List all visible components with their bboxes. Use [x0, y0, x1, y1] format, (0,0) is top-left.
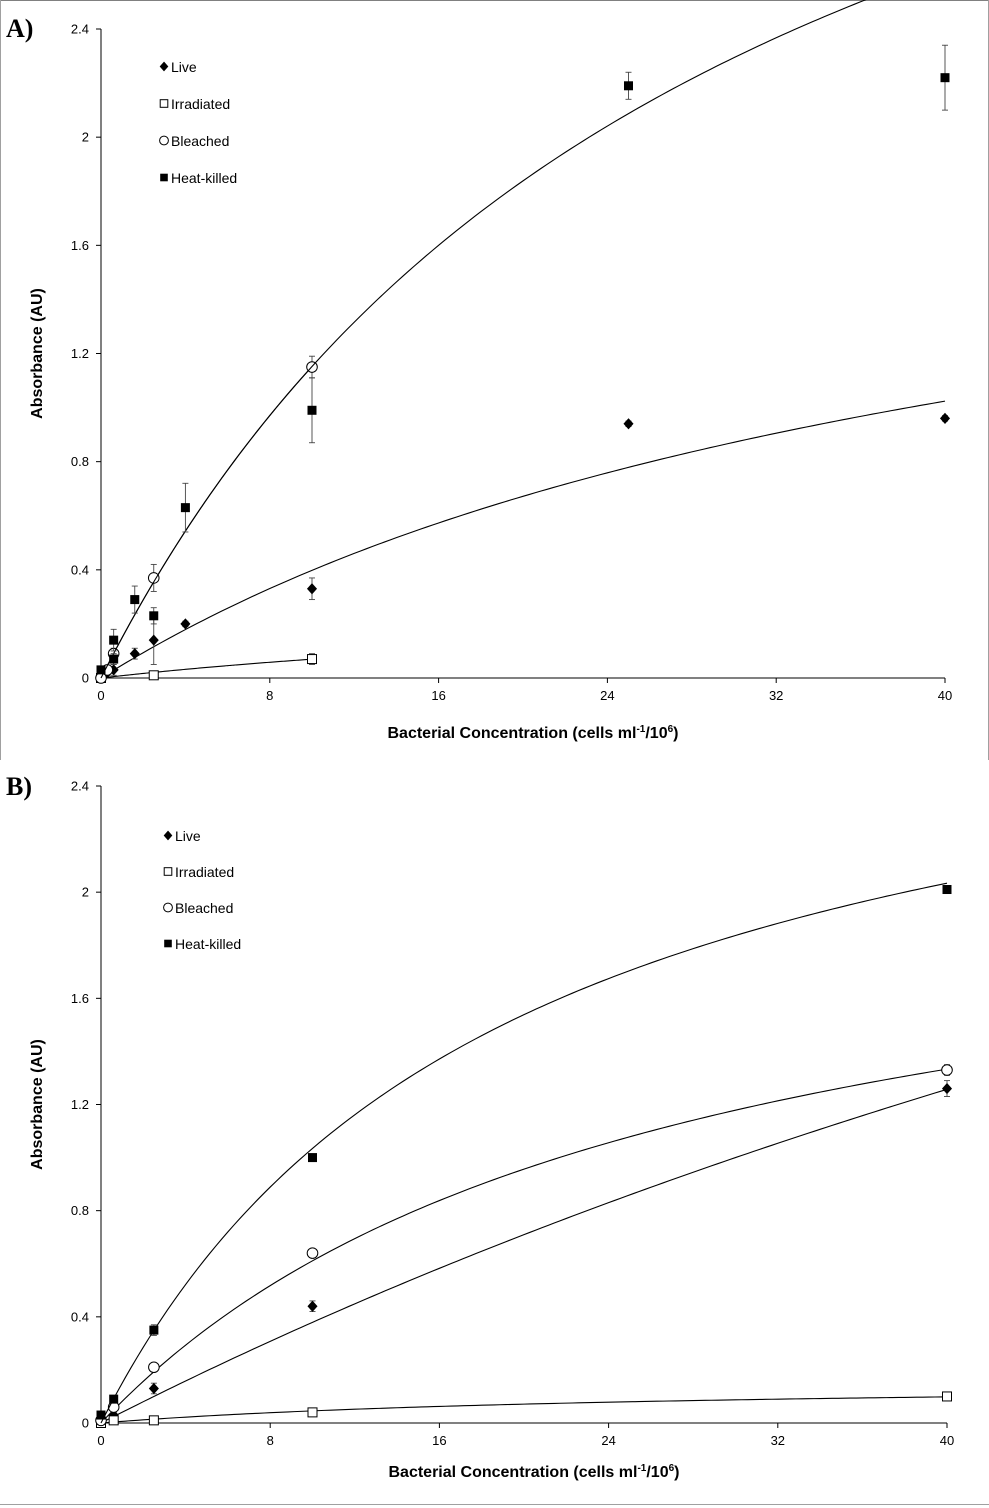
- panel-a-point-irradiated: [307, 654, 317, 665]
- panel-a-x-tick-label: 0: [97, 688, 104, 703]
- panel-a-point-heat-killed: [624, 81, 633, 91]
- panel-a-point-irradiated: [148, 670, 159, 681]
- panel-b-legend-label-irradiated: Irradiated: [175, 864, 234, 880]
- panel-a-fit-line-live: [100, 400, 946, 679]
- panel-b-y-tick-label: 2.4: [71, 779, 89, 794]
- panel-b-fit-line-live: [100, 1088, 948, 1424]
- panel-b-legend-marker-live: [163, 830, 173, 841]
- panel-a-y-tick-label: 2.4: [71, 22, 89, 37]
- panel-b-y-tick-label: 2: [82, 885, 89, 900]
- panel-a-chart: A) 0 0.4 0.8 1.2 1.6 2 2.4 0 8 16 24 32 40 Bacterial …: [6, 0, 952, 742]
- panel-b-point-heat-killed: [308, 1153, 317, 1163]
- panel-b-point-live: [941, 1082, 953, 1095]
- panel-a-point-heat-killed: [940, 73, 950, 83]
- panel-b-y-tick-label: 0.8: [71, 1203, 89, 1218]
- panel-b-legend-label-live: Live: [175, 828, 201, 844]
- panel-b-point-irradiated: [942, 1391, 952, 1402]
- panel-b-point-bleached: [941, 1064, 953, 1076]
- panel-a-legend-marker-live: [159, 61, 169, 72]
- panel-b-x-axis-title: Bacterial Concentration (cells ml-1/106): [388, 1463, 679, 1481]
- panel-a-y-tick-label: 0.8: [71, 454, 89, 469]
- panel-a-legend-label-live: Live: [171, 59, 197, 75]
- panel-b-fit-line-heat-killed: [100, 882, 948, 1424]
- panel-b-fit-line-bleached: [100, 1068, 948, 1424]
- panel-b-y-tick-label: 0.4: [71, 1309, 89, 1324]
- panel-a-legend-marker-bleached: [159, 135, 169, 146]
- panel-b-legend-label-heat-killed: Heat-killed: [175, 936, 241, 952]
- panel-b-legend-marker-bleached: [163, 902, 173, 913]
- panel-b-letter: B): [6, 772, 32, 801]
- panel-b-x-tick-label: 8: [267, 1433, 274, 1448]
- panel-b-point-bleached: [148, 1361, 160, 1374]
- figure-border-bottom: [0, 1504, 989, 1505]
- panel-a-y-tick-label: 0: [82, 671, 89, 686]
- panel-a-point-heat-killed: [130, 595, 140, 605]
- panel-a-point-heat-killed: [109, 654, 119, 664]
- panel-a-legend-label-heat-killed: Heat-killed: [171, 170, 237, 186]
- panel-a-point-live: [623, 418, 634, 430]
- panel-b-point-irradiated: [108, 1415, 119, 1426]
- panel-a-fit-line-bleached: [100, 366, 313, 679]
- panel-b-x-tick-label: 16: [432, 1433, 446, 1448]
- panel-a-y-tick-label: 2: [82, 130, 89, 145]
- panel-a-x-tick-label: 16: [431, 688, 445, 703]
- panel-b-x-tick-label: 32: [771, 1433, 785, 1448]
- figure-border-left: [0, 0, 1, 760]
- panel-b-point-heat-killed: [942, 885, 952, 895]
- panel-b-fit-line-irradiated: [100, 1396, 948, 1424]
- panel-a-point-live: [129, 648, 140, 660]
- panel-a-point-heat-killed: [109, 635, 119, 645]
- panel-a-point-live: [148, 634, 159, 646]
- panel-b-point-bleached: [306, 1247, 319, 1259]
- panel-a-point-heat-killed: [149, 611, 159, 621]
- panel-a-fit-line-irradiated: [100, 658, 313, 679]
- panel-a-legend-marker-irradiated: [159, 99, 169, 108]
- panel-b-y-tick-label: 1.2: [71, 1097, 89, 1112]
- panel-a-x-tick-label: 32: [769, 688, 783, 703]
- panel-a-point-heat-killed: [307, 405, 317, 415]
- panel-a-point-live: [306, 583, 318, 595]
- panel-a-x-tick-label: 24: [600, 688, 614, 703]
- panel-b-x-tick-label: 40: [940, 1433, 954, 1448]
- panel-b-y-tick-label: 0: [82, 1416, 89, 1431]
- figure-border-top: [0, 0, 989, 1]
- panel-a-y-tick-label: 1.2: [71, 346, 89, 361]
- panel-b-x-tick-label: 24: [601, 1433, 615, 1448]
- panel-a-legend-label-irradiated: Irradiated: [171, 96, 230, 112]
- panel-b-legend-marker-irradiated: [163, 867, 173, 876]
- panel-a-point-live: [939, 412, 951, 424]
- panel-a-point-live: [180, 618, 191, 630]
- panel-b-legend-marker-heat-killed: [164, 939, 172, 948]
- panel-b-point-heat-killed: [109, 1394, 119, 1404]
- panel-b-x-tick-label: 0: [97, 1433, 104, 1448]
- panel-b-point-heat-killed: [96, 1410, 106, 1420]
- panel-b-chart: B) 0 0.4 0.8 1.2 1.6 2 2.4 0 8 16 24 32 40 Bacterial …: [6, 772, 954, 1481]
- panel-a-point-heat-killed: [180, 503, 190, 513]
- panel-a-legend-marker-heat-killed: [160, 173, 168, 182]
- panel-a-fit-line-heat-killed: [100, 0, 867, 679]
- panel-b-point-live: [307, 1300, 318, 1312]
- panel-a-x-tick-label: 8: [266, 688, 273, 703]
- panel-b-y-tick-label: 1.6: [71, 991, 89, 1006]
- panel-a-x-axis-title: Bacterial Concentration (cells ml-1/106): [387, 724, 678, 742]
- panel-a-y-tick-label: 0.4: [71, 562, 89, 577]
- panel-b-point-live: [148, 1382, 159, 1395]
- panel-b-legend-label-bleached: Bleached: [175, 900, 233, 916]
- panel-a-legend-label-bleached: Bleached: [171, 133, 229, 149]
- panel-a-letter: A): [6, 14, 33, 43]
- panel-a-point-heat-killed: [96, 665, 106, 675]
- panel-a-y-axis-title: Absorbance (AU): [29, 288, 46, 419]
- panel-b-point-irradiated: [148, 1415, 159, 1426]
- panel-a-point-bleached: [147, 572, 160, 584]
- panel-a-x-tick-label: 40: [938, 688, 952, 703]
- panel-b-point-irradiated: [307, 1407, 318, 1418]
- panel-b-point-heat-killed: [149, 1325, 159, 1335]
- panel-b-y-axis-title: Absorbance (AU): [29, 1039, 46, 1170]
- panel-a-y-tick-label: 1.6: [71, 238, 89, 253]
